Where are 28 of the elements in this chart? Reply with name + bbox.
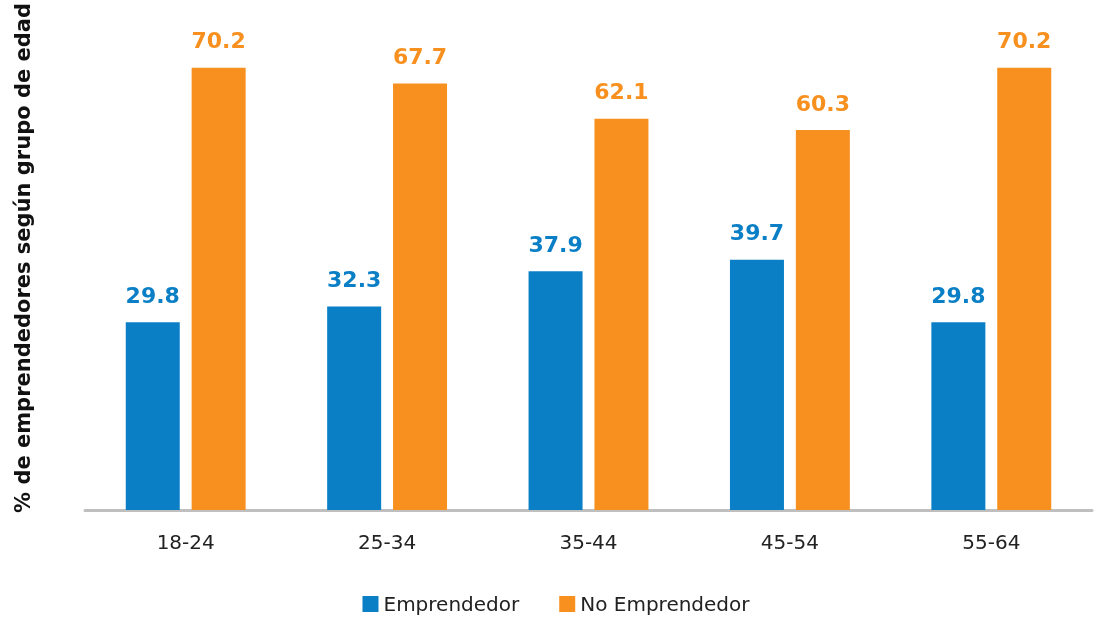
data-label: 37.9 — [528, 231, 583, 257]
x-tick-label: 55-64 — [962, 530, 1021, 554]
data-label: 39.7 — [729, 220, 785, 246]
data-label: 70.2 — [997, 28, 1052, 54]
legend-label: No Emprendedor — [580, 592, 751, 616]
data-label: 70.2 — [191, 28, 246, 54]
bar — [393, 83, 448, 510]
data-label: 29.8 — [931, 282, 986, 308]
x-tick-label: 35-44 — [559, 530, 618, 554]
data-label: 32.3 — [327, 266, 382, 292]
x-tick-label: 45-54 — [760, 530, 819, 554]
data-label: 67.7 — [392, 43, 448, 69]
bar — [795, 130, 850, 510]
bar — [594, 118, 649, 510]
bar — [191, 67, 246, 510]
bar — [729, 259, 784, 510]
legend-label: Emprendedor — [383, 592, 520, 616]
bar — [997, 67, 1052, 510]
bar — [327, 306, 382, 510]
bar — [528, 271, 583, 510]
x-tick-label: 25-34 — [358, 530, 417, 554]
bar — [931, 322, 986, 510]
bar — [125, 322, 180, 510]
x-tick-label: 18-24 — [156, 530, 215, 554]
data-label: 62.1 — [594, 79, 649, 105]
data-label: 29.8 — [125, 282, 180, 308]
data-label: 60.3 — [795, 90, 850, 116]
y-axis-title: % de emprendedores según grupo de edad — [11, 3, 35, 513]
